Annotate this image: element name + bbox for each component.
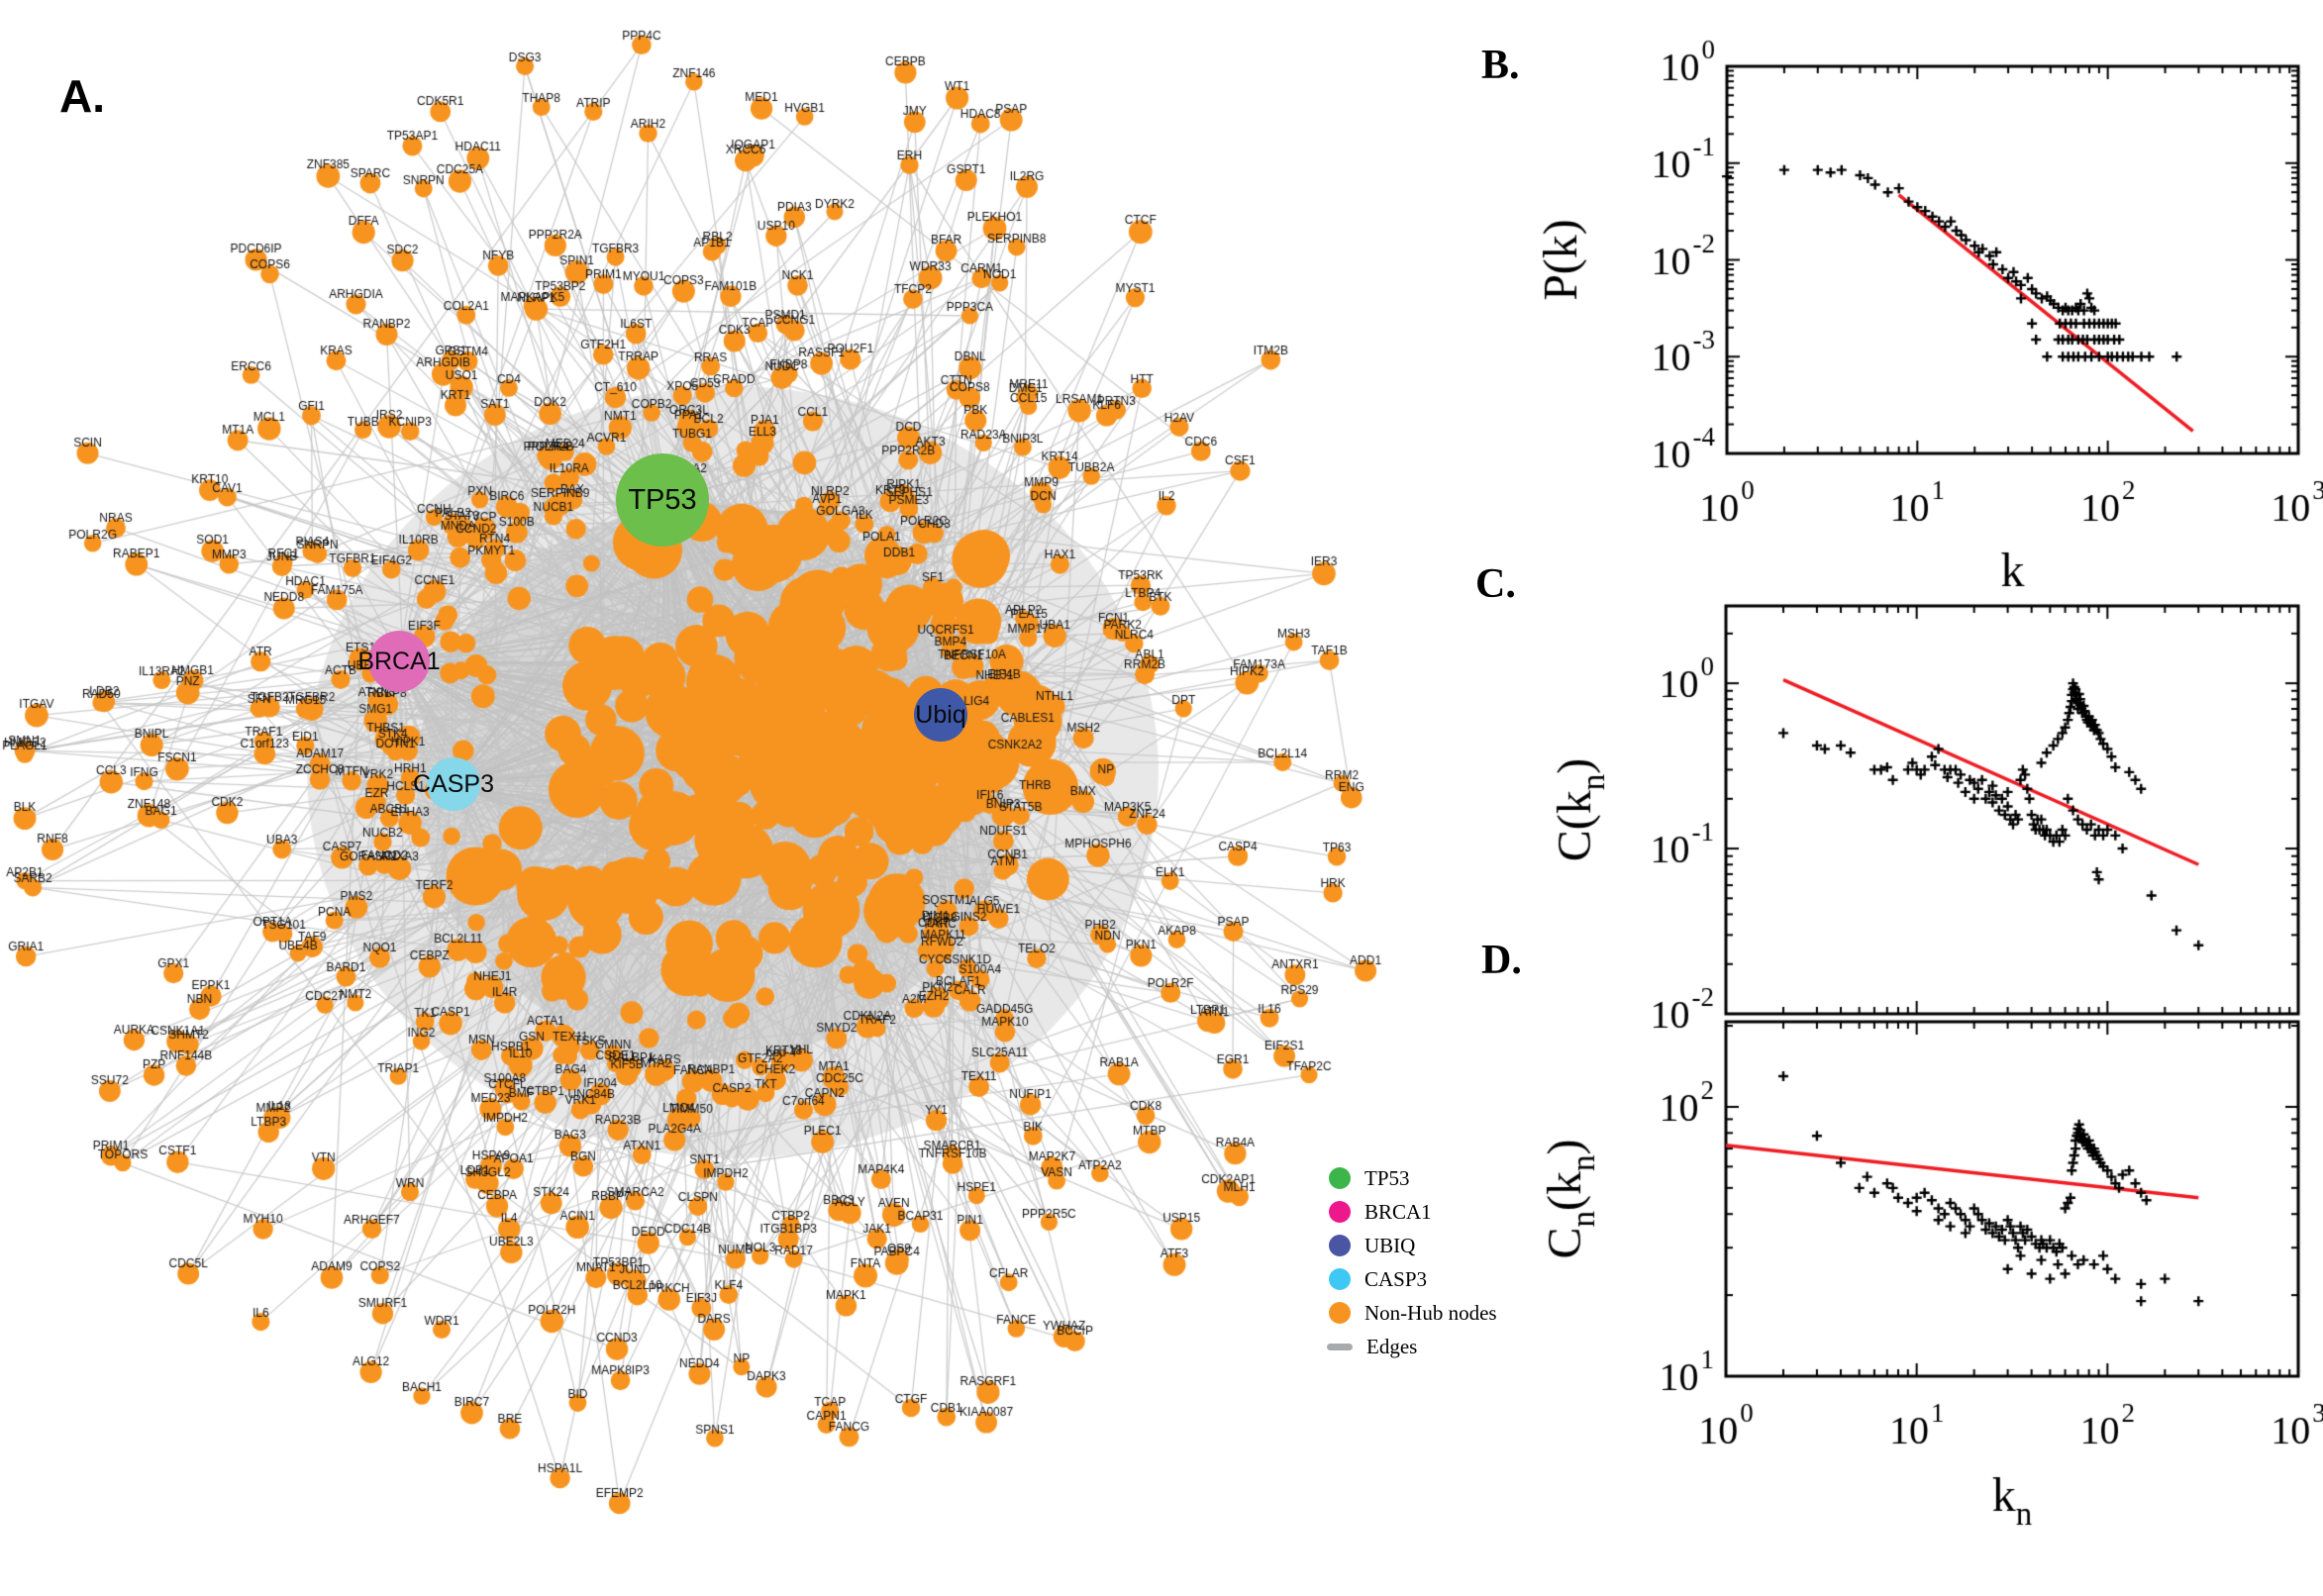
legend-item-ubiq: UBIQ xyxy=(1329,1234,1497,1257)
legend-label: Non-Hub nodes xyxy=(1364,1300,1497,1325)
tp53-dot-icon xyxy=(1329,1167,1351,1189)
legend-label: CASP3 xyxy=(1364,1266,1428,1291)
charts-canvas xyxy=(1465,0,2323,1596)
panel-label-d: D. xyxy=(1481,938,1522,983)
hub-node-tp53: TP53 xyxy=(616,453,709,547)
legend-item-tp53: TP53 xyxy=(1329,1166,1497,1190)
hub-node-ubiq: Ubiq xyxy=(914,688,967,742)
hub-node-casp3: CASP3 xyxy=(413,757,494,811)
legend-label: BRCA1 xyxy=(1364,1199,1432,1224)
edge-line-icon xyxy=(1327,1343,1353,1350)
legend-item-casp3: CASP3 xyxy=(1329,1267,1497,1291)
casp3-dot-icon xyxy=(1329,1268,1351,1290)
network-canvas xyxy=(0,0,1465,1596)
nonhub-dot-icon xyxy=(1329,1302,1351,1324)
legend-label: UBIQ xyxy=(1364,1233,1416,1257)
hub-node-brca1: BRCA1 xyxy=(357,631,441,692)
legend: TP53 BRCA1 UBIQ CASP3 Non-Hub nodes Edge… xyxy=(1327,1166,1497,1358)
hub-label-brca1: BRCA1 xyxy=(357,647,441,675)
legend-item-brca1: BRCA1 xyxy=(1329,1200,1497,1224)
legend-item-edges: Edges xyxy=(1327,1334,1497,1358)
legend-item-nonhub: Non-Hub nodes xyxy=(1329,1301,1497,1325)
hub-label-tp53: TP53 xyxy=(628,483,697,516)
ubiq-dot-icon xyxy=(1329,1235,1351,1256)
brca1-dot-icon xyxy=(1329,1201,1351,1223)
panel-label-b: B. xyxy=(1481,43,1520,88)
panel-label-a: A. xyxy=(59,70,105,122)
panel-label-c: C. xyxy=(1475,561,1516,607)
hub-label-ubiq: Ubiq xyxy=(915,700,966,729)
hub-label-casp3: CASP3 xyxy=(413,769,494,798)
legend-label: TP53 xyxy=(1364,1165,1410,1190)
legend-label: Edges xyxy=(1366,1334,1418,1358)
